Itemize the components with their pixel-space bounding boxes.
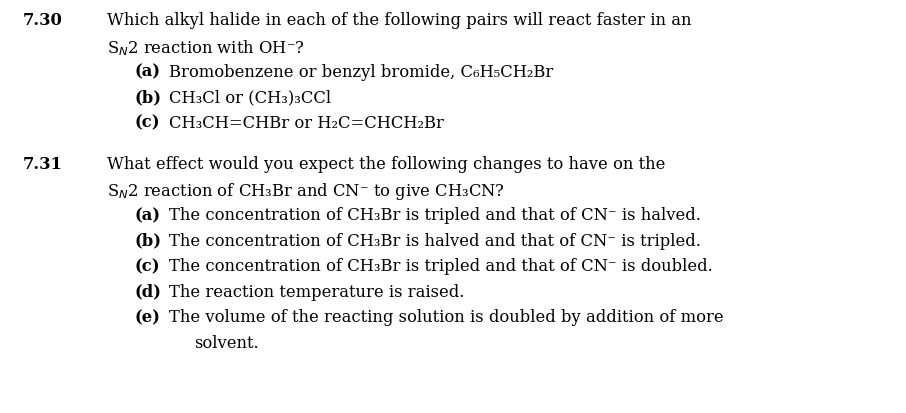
Text: S$_N$2 reaction of CH₃Br and CN⁻ to give CH₃CN?: S$_N$2 reaction of CH₃Br and CN⁻ to give… [107, 181, 505, 202]
Text: (b): (b) [134, 233, 161, 249]
Text: The reaction temperature is raised.: The reaction temperature is raised. [169, 284, 464, 301]
Text: 7.31: 7.31 [23, 156, 63, 173]
Text: Bromobenzene or benzyl bromide, C₆H₅CH₂Br: Bromobenzene or benzyl bromide, C₆H₅CH₂B… [169, 64, 553, 81]
Text: (a): (a) [134, 64, 160, 81]
Text: CH₃CH=CHBr or H₂C=CHCH₂Br: CH₃CH=CHBr or H₂C=CHCH₂Br [169, 115, 443, 132]
Text: The concentration of CH₃Br is tripled and that of CN⁻ is halved.: The concentration of CH₃Br is tripled an… [169, 207, 700, 224]
Text: The concentration of CH₃Br is tripled and that of CN⁻ is doubled.: The concentration of CH₃Br is tripled an… [169, 258, 712, 275]
Text: What effect would you expect the following changes to have on the: What effect would you expect the followi… [107, 156, 665, 173]
Text: The concentration of CH₃Br is halved and that of CN⁻ is tripled.: The concentration of CH₃Br is halved and… [169, 233, 700, 249]
Text: The volume of the reacting solution is doubled by addition of more: The volume of the reacting solution is d… [169, 309, 723, 326]
Text: (e): (e) [134, 309, 160, 326]
Text: (b): (b) [134, 89, 161, 106]
Text: CH₃Cl or (CH₃)₃CCl: CH₃Cl or (CH₃)₃CCl [169, 89, 331, 106]
Text: solvent.: solvent. [194, 335, 258, 352]
Text: (c): (c) [134, 258, 159, 275]
Text: S$_N$2 reaction with OH⁻?: S$_N$2 reaction with OH⁻? [107, 38, 304, 58]
Text: (a): (a) [134, 207, 160, 224]
Text: Which alkyl halide in each of the following pairs will react faster in an: Which alkyl halide in each of the follow… [107, 12, 691, 29]
Text: 7.30: 7.30 [23, 12, 63, 29]
Text: (d): (d) [134, 284, 161, 301]
Text: (c): (c) [134, 115, 159, 132]
